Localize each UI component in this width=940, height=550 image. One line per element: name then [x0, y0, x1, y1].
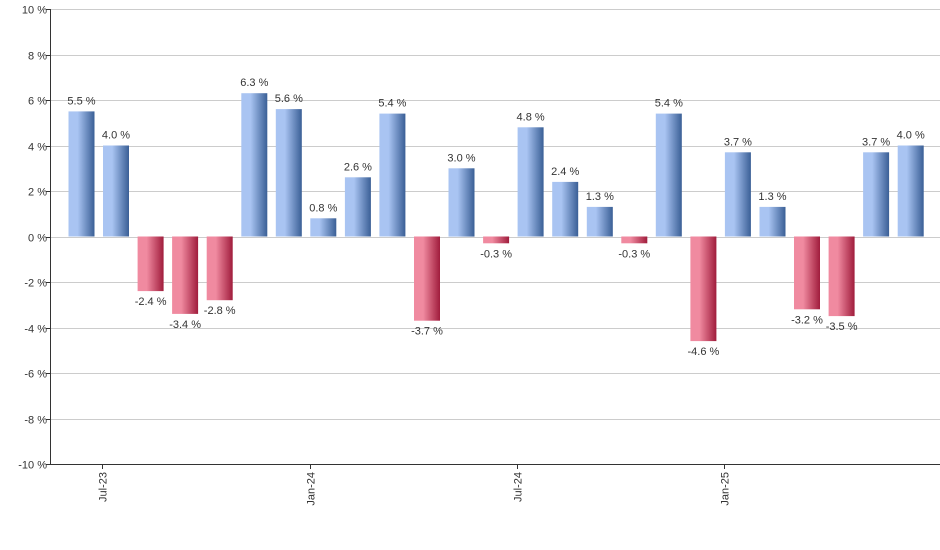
data-labels: 5.5 % 4.0 % -2.4 %-3.4 %-2.8 % 6.3 % 5.6 % 0.…	[67, 77, 925, 358]
bar-positive	[586, 206, 613, 237]
bar-positive	[344, 177, 371, 237]
bar-positive	[448, 168, 475, 237]
bar-positive	[68, 111, 95, 237]
bar-negative	[137, 236, 164, 292]
bar-positive	[759, 206, 786, 237]
bar-negative	[483, 236, 510, 244]
bar-positive	[552, 181, 579, 237]
bar-positive	[379, 113, 406, 237]
bar-negative	[690, 236, 717, 342]
bar-value-label: 4.0 %	[102, 130, 130, 142]
bar-negative	[414, 236, 440, 321]
bar-positive	[241, 93, 268, 237]
bar-value-label: 5.4 %	[378, 98, 406, 110]
x-tick-label: Jan-24	[306, 472, 318, 506]
bar-value-label: -4.6 %	[688, 346, 720, 358]
bar-negative	[206, 236, 233, 301]
bar-value-label: -3.7 %	[411, 326, 443, 338]
bars	[68, 93, 924, 342]
bar-positive	[103, 145, 129, 237]
bar-value-label: 2.6 %	[344, 161, 372, 173]
bar-value-label: 6.3 %	[240, 77, 268, 89]
y-tick-label: 6 %	[28, 96, 47, 108]
x-axis: Jul-23 Jan-24 Jul-24 Jan-25	[50, 464, 940, 506]
x-tick-label: Jul-24	[513, 472, 525, 502]
bar-value-label: 4.0 %	[897, 130, 925, 142]
y-tick-label: -10 %	[18, 460, 47, 472]
y-axis: 10 % 8 % 6 % 4 % 2 % 0 % -2 % -4 % -6 % -8 % -10 %	[18, 5, 51, 472]
y-tick-label: -6 %	[24, 369, 47, 381]
bar-value-label: -2.8 %	[204, 305, 236, 317]
y-tick-label: -2 %	[24, 278, 47, 290]
bar-negative	[828, 236, 855, 317]
y-tick-label: 10 %	[22, 5, 47, 17]
bar-value-label: -3.2 %	[791, 314, 823, 326]
y-tick-label: 0 %	[28, 233, 47, 245]
bar-positive	[310, 218, 337, 237]
bar-value-label: -3.5 %	[826, 321, 858, 333]
bar-value-label: 0.8 %	[309, 202, 337, 214]
y-tick-label: -4 %	[24, 324, 47, 336]
bar-positive	[517, 127, 544, 237]
bar-value-label: 3.7 %	[724, 136, 752, 148]
bar-value-label: 1.3 %	[586, 191, 614, 203]
bar-value-label: 4.8 %	[517, 111, 545, 123]
bar-positive	[897, 145, 924, 237]
bar-value-label: 5.5 %	[67, 95, 95, 107]
bar-value-label: 5.4 %	[655, 98, 683, 110]
bar-value-label: -3.4 %	[169, 319, 201, 331]
bar-value-label: 2.4 %	[551, 166, 579, 178]
bar-positive	[275, 109, 302, 237]
bar-value-label: -0.3 %	[480, 248, 512, 260]
x-tick-label: Jan-25	[720, 472, 732, 506]
x-tick-label: Jul-23	[98, 472, 110, 502]
bar-negative	[794, 236, 820, 310]
bar-negative	[172, 236, 199, 314]
bar-negative	[621, 236, 648, 244]
bar-positive	[655, 113, 682, 237]
y-tick-label: 8 %	[28, 51, 47, 63]
bar-value-label: -0.3 %	[618, 248, 650, 260]
y-tick-label: -8 %	[24, 415, 47, 427]
bar-value-label: 3.7 %	[862, 136, 890, 148]
bar-value-label: 5.6 %	[275, 93, 303, 105]
y-tick-label: 4 %	[28, 142, 47, 154]
bar-value-label: 3.0 %	[447, 152, 475, 164]
bar-positive	[863, 152, 890, 237]
bar-value-label: -2.4 %	[135, 296, 167, 308]
bar-value-label: 1.3 %	[758, 191, 786, 203]
y-tick-label: 2 %	[28, 187, 47, 199]
bar-positive	[724, 152, 751, 237]
